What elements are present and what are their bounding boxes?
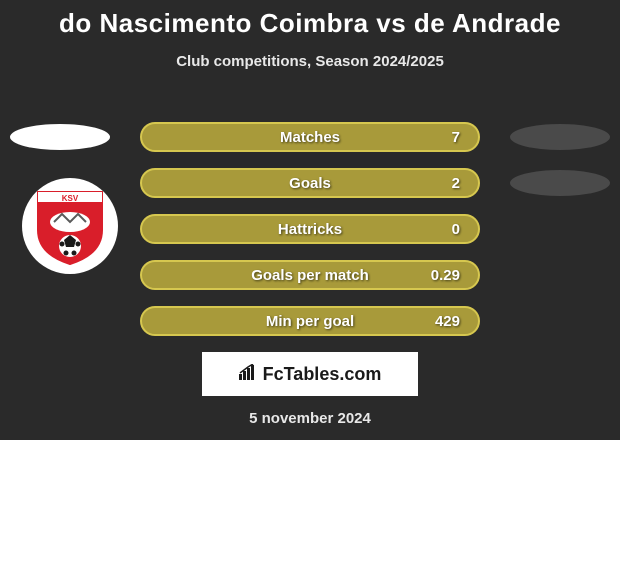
stat-row: Min per goal 429	[0, 306, 620, 336]
player-right-oval	[510, 124, 610, 150]
stat-bar: Min per goal 429	[140, 306, 480, 336]
stat-label: Hattricks	[278, 221, 342, 238]
stats-container: Matches 7 Goals 2 Hattricks 0 Goals per …	[0, 122, 620, 352]
brand-box: FcTables.com	[202, 352, 418, 396]
stat-value: 7	[452, 129, 460, 146]
stat-row: Matches 7	[0, 122, 620, 152]
brand-text: FcTables.com	[263, 364, 382, 385]
stat-value: 2	[452, 175, 460, 192]
stat-label: Min per goal	[266, 313, 354, 330]
date-text: 5 november 2024	[0, 410, 620, 427]
player-left-oval	[10, 124, 110, 150]
stat-label: Goals	[289, 175, 331, 192]
chart-icon	[239, 364, 257, 385]
page-title: do Nascimento Coimbra vs de Andrade	[0, 8, 620, 39]
stat-row: Goals 2	[0, 168, 620, 198]
stat-value: 429	[435, 313, 460, 330]
stat-value: 0.29	[431, 267, 460, 284]
stat-label: Matches	[280, 129, 340, 146]
stat-bar: Hattricks 0	[140, 214, 480, 244]
page-subtitle: Club competitions, Season 2024/2025	[0, 53, 620, 70]
stat-bar: Goals 2	[140, 168, 480, 198]
stat-row: Hattricks 0	[0, 214, 620, 244]
stat-label: Goals per match	[251, 267, 369, 284]
stat-row: Goals per match 0.29	[0, 260, 620, 290]
stat-bar: Goals per match 0.29	[140, 260, 480, 290]
player-right-oval	[510, 170, 610, 196]
stat-bar: Matches 7	[140, 122, 480, 152]
stat-value: 0	[452, 221, 460, 238]
